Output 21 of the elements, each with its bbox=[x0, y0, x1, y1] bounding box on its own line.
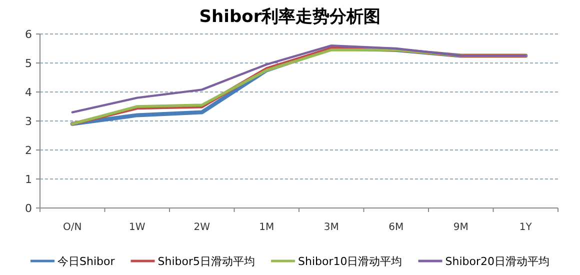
legend-label: Shibor5日滑动平均 bbox=[158, 255, 255, 268]
y-tick-label: 4 bbox=[25, 86, 32, 99]
y-tick-label: 1 bbox=[25, 173, 32, 186]
y-tick-label: 2 bbox=[25, 144, 32, 157]
y-tick-label: 6 bbox=[25, 28, 32, 41]
x-tick-label: 1Y bbox=[519, 222, 533, 233]
x-tick-label: 6M bbox=[388, 222, 404, 233]
line-series bbox=[71, 44, 527, 114]
legend-label: Shibor10日滑动平均 bbox=[298, 255, 402, 268]
x-tick-label: 1M bbox=[259, 222, 274, 233]
x-tick-label: 3M bbox=[324, 222, 339, 233]
x-tick-label: O/N bbox=[63, 222, 82, 233]
legend-label: Shibor20日滑动平均 bbox=[445, 255, 550, 268]
x-tick-label: 1W bbox=[129, 222, 146, 233]
y-tick-label: 0 bbox=[25, 202, 32, 215]
legend-label: 今日Shibor bbox=[58, 255, 116, 268]
y-tick-label: 5 bbox=[25, 57, 32, 70]
y-tick-label: 3 bbox=[25, 115, 32, 128]
x-tick-label: 9M bbox=[453, 222, 468, 233]
x-tick-label: 2W bbox=[194, 222, 210, 233]
chart-title: Shibor利率走势分析图 bbox=[199, 7, 381, 27]
